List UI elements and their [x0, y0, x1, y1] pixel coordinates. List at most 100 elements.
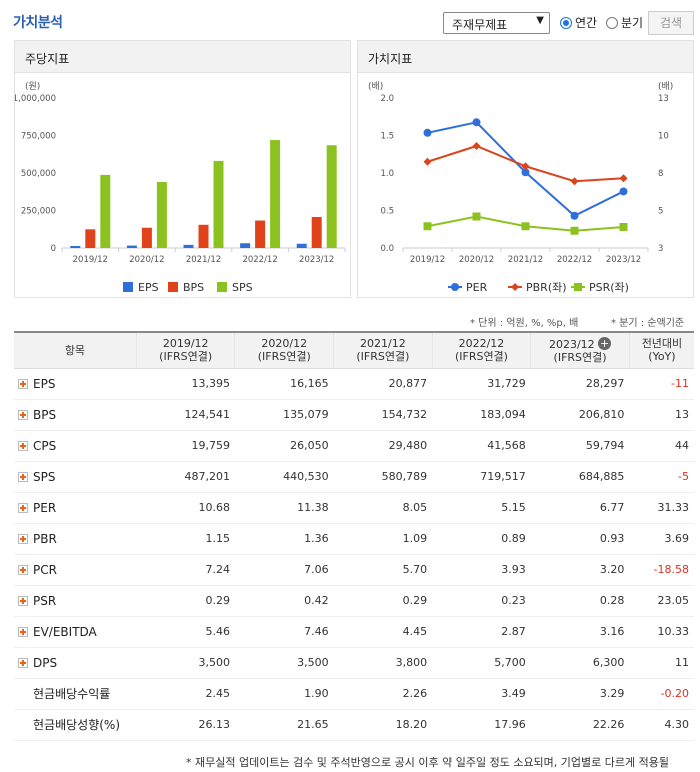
- row-label-text: PSR: [33, 593, 57, 608]
- row-label[interactable]: PCR: [14, 554, 137, 586]
- table-row: PCR 7.24 7.06 5.70 3.93 3.20 -18.58: [14, 554, 694, 586]
- row-label[interactable]: EV/EBITDA: [14, 616, 137, 648]
- point-psr: [472, 212, 481, 221]
- expand-icon[interactable]: [18, 533, 28, 544]
- statement-type-select[interactable]: 주재무제표 ▼: [443, 12, 550, 34]
- y-tick-label-left: 1.5: [380, 132, 394, 142]
- table-cell: 17.96: [432, 709, 531, 741]
- expand-icon[interactable]: [18, 626, 28, 637]
- table-row: CPS 19,759 26,050 29,480 41,568 59,794 44: [14, 430, 694, 462]
- row-label[interactable]: BPS: [14, 399, 137, 431]
- table-cell: 684,885: [530, 461, 630, 493]
- expand-icon[interactable]: [18, 595, 28, 606]
- table-cell: 19,759: [136, 430, 235, 462]
- y-tick-label-left: 1.0: [380, 169, 394, 179]
- y-tick-label-right: 10: [658, 132, 669, 142]
- table-cell: 0.28: [530, 585, 630, 617]
- y-axis-unit-right: (배): [658, 81, 673, 92]
- table-row: EPS 13,395 16,165 20,877 31,729 28,297 -11: [14, 368, 694, 400]
- point-psr: [619, 223, 628, 231]
- table-cell: 0.42: [234, 585, 334, 617]
- row-label-text: BPS: [33, 407, 57, 422]
- expand-icon[interactable]: [18, 564, 28, 575]
- add-column-icon[interactable]: +: [598, 336, 612, 350]
- table-cell: 3,500: [234, 647, 334, 679]
- table-cell: 1.90: [234, 678, 334, 710]
- expand-icon[interactable]: [18, 378, 28, 389]
- table-cell: 124,541: [136, 399, 235, 431]
- table-cell: 7.24: [136, 554, 235, 586]
- y-tick-label: 1,000,000: [15, 94, 56, 104]
- expand-icon[interactable]: [18, 409, 28, 420]
- row-label: 현금배당성향(%): [14, 709, 137, 741]
- expand-icon[interactable]: [18, 502, 28, 513]
- point-per: [521, 168, 530, 177]
- quarter-note: * 분기 : 순액기준: [611, 318, 685, 329]
- table-cell: 13: [629, 399, 694, 431]
- row-label[interactable]: PER: [14, 492, 137, 524]
- x-tick-label: 2021/12: [186, 255, 221, 265]
- header-yoy: 전년대비 (YoY): [628, 332, 694, 369]
- row-label[interactable]: CPS: [14, 430, 137, 462]
- table-cell: 1.36: [234, 523, 334, 555]
- expand-icon[interactable]: [18, 657, 28, 668]
- legend-label-bps: BPS: [183, 281, 204, 294]
- table-cell: 206,810: [530, 399, 630, 431]
- legend-marker-psr: [574, 283, 582, 291]
- search-button[interactable]: 검색: [648, 11, 694, 35]
- table-cell: 11: [629, 647, 694, 679]
- bar-eps: [126, 245, 137, 248]
- y-tick-label: 0: [51, 244, 56, 254]
- table-cell: 0.23: [432, 585, 531, 617]
- row-label[interactable]: PSR: [14, 585, 137, 617]
- row-label[interactable]: DPS: [14, 647, 137, 679]
- y-tick-label-right: 13: [658, 94, 669, 104]
- unit-note: * 단위 : 억원, %, %p, 배: [470, 318, 579, 329]
- table-cell: 16,165: [234, 368, 334, 400]
- expand-icon[interactable]: [18, 440, 28, 451]
- table-cell: 31.33: [629, 492, 694, 524]
- row-label-text: EV/EBITDA: [33, 624, 97, 639]
- table-cell: 0.29: [136, 585, 235, 617]
- row-label[interactable]: SPS: [14, 461, 137, 493]
- table-cell: 28,297: [530, 368, 630, 400]
- table-row: 현금배당수익률 2.45 1.90 2.26 3.49 3.29 -0.20: [14, 678, 694, 710]
- y-tick-label-right: 8: [658, 169, 663, 179]
- row-label-text: PCR: [33, 562, 57, 577]
- header-2020: 2020/12 (IFRS연결): [234, 332, 334, 369]
- bar-eps: [183, 244, 194, 248]
- bar-bps: [198, 224, 209, 248]
- y-tick-label-right: 3: [658, 244, 663, 254]
- table-cell: 41,568: [432, 430, 531, 462]
- legend-swatch-sps: [217, 282, 227, 292]
- table-cell: 0.89: [432, 523, 531, 555]
- bar-eps: [240, 243, 251, 248]
- table-row: 현금배당성향(%) 26.13 21.65 18.20 17.96 22.26 4.30: [14, 709, 694, 741]
- table-cell: 20,877: [333, 368, 433, 400]
- table-cell: 6.77: [530, 492, 630, 524]
- valuation-panel-title: 가치지표: [358, 41, 693, 73]
- table-cell: 22.26: [530, 709, 630, 741]
- row-label[interactable]: PBR: [14, 523, 137, 555]
- point-psr: [570, 226, 579, 235]
- bar-sps: [326, 145, 337, 248]
- table-row: DPS 3,500 3,500 3,800 5,700 6,300 11: [14, 647, 694, 679]
- table-cell: 29,480: [333, 430, 433, 462]
- row-label-text: PER: [33, 500, 57, 515]
- radio-annual[interactable]: 연간: [560, 14, 597, 31]
- chevron-down-icon: ▼: [536, 15, 544, 26]
- bar-eps: [296, 243, 307, 248]
- row-label[interactable]: EPS: [14, 368, 137, 400]
- row-label-text: CPS: [33, 438, 57, 453]
- radio-quarter[interactable]: 분기: [606, 14, 643, 31]
- table-cell: 2.87: [432, 616, 531, 648]
- expand-icon[interactable]: [18, 471, 28, 482]
- valuation-chart: (배) (배) 2.0 1.5 1.0 0.5 0.0 13 10 8 5 3 2019/12 2020/…: [368, 81, 673, 294]
- table-cell: 6,300: [530, 647, 630, 679]
- table-cell: 7.06: [234, 554, 334, 586]
- table-row: BPS 124,541 135,079 154,732 183,094 206,810 13: [14, 399, 694, 431]
- point-per: [472, 118, 481, 127]
- x-tick-label: 2019/12: [73, 255, 108, 265]
- table-cell: 5.46: [136, 616, 235, 648]
- point-per: [619, 187, 628, 196]
